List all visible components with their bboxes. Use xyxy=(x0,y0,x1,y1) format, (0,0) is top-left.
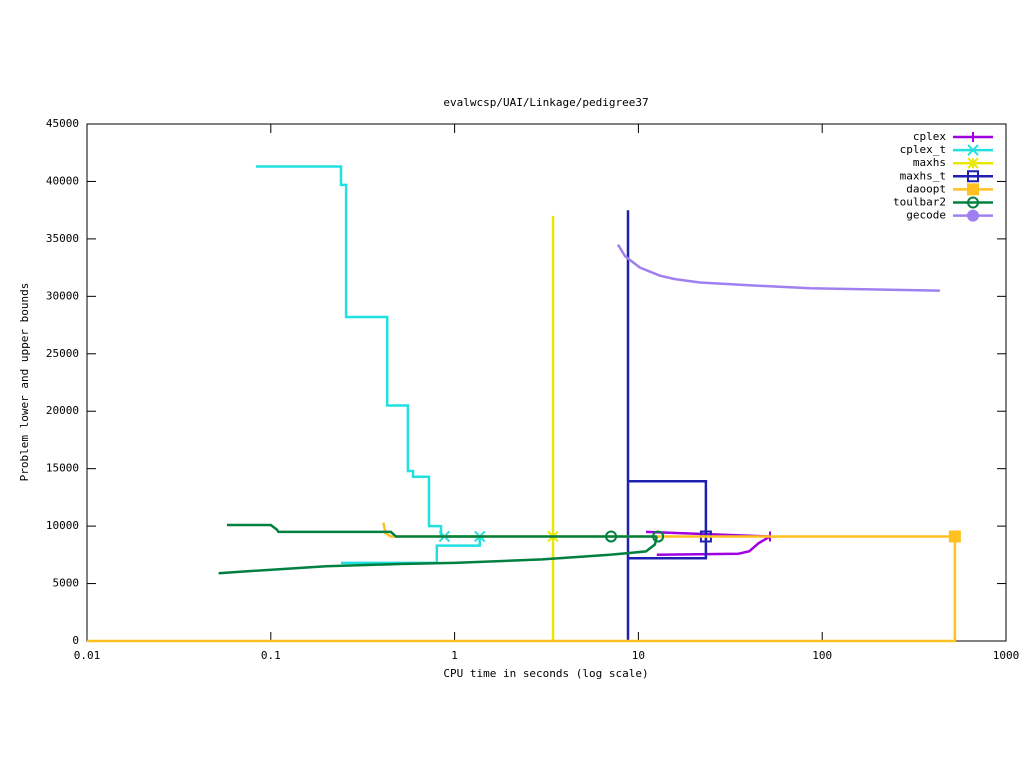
legend-label: daoopt xyxy=(906,182,946,195)
y-tick-label: 45000 xyxy=(46,117,79,130)
y-tick-label: 30000 xyxy=(46,289,79,302)
y-tick-label: 0 xyxy=(72,634,79,647)
y-tick-label: 35000 xyxy=(46,232,79,245)
legend-label: cplex_t xyxy=(900,143,946,156)
legend-marker xyxy=(967,170,979,183)
x-axis-label: CPU time in seconds (log scale) xyxy=(443,667,648,680)
legend-label: toulbar2 xyxy=(893,196,946,209)
legend-marker xyxy=(966,209,980,222)
marker xyxy=(699,530,712,543)
y-axis-label: Problem lower and upper bounds xyxy=(18,283,31,482)
y-tick-label: 5000 xyxy=(53,577,80,590)
legend-label: cplex xyxy=(913,130,946,143)
marker xyxy=(948,530,961,543)
series-line xyxy=(616,243,940,292)
chart-title: evalwcsp/UAI/Linkage/pedigree37 xyxy=(443,96,648,109)
legend-label: maxhs xyxy=(913,156,946,169)
x-tick-label: 0.1 xyxy=(261,649,281,662)
legend-marker xyxy=(968,132,978,142)
y-tick-label: 10000 xyxy=(46,519,79,532)
x-tick-label: 1 xyxy=(451,649,458,662)
y-tick-label: 25000 xyxy=(46,347,79,360)
y-tick-label: 40000 xyxy=(46,174,79,187)
marker xyxy=(652,530,665,543)
y-tick-label: 20000 xyxy=(46,404,79,417)
x-tick-label: 1000 xyxy=(993,649,1020,662)
legend-marker xyxy=(967,183,979,196)
series-line xyxy=(218,523,659,575)
marker xyxy=(605,530,618,543)
legend-marker xyxy=(966,196,980,209)
legend-marker xyxy=(967,157,979,169)
series-line xyxy=(87,522,957,643)
legend-label: maxhs_t xyxy=(900,169,946,182)
legend-marker xyxy=(967,144,979,156)
legend-label: gecode xyxy=(906,209,946,222)
x-tick-label: 0.01 xyxy=(74,649,101,662)
y-tick-label: 15000 xyxy=(46,462,79,475)
x-tick-label: 10 xyxy=(632,649,645,662)
series-line xyxy=(626,210,708,641)
x-tick-label: 100 xyxy=(812,649,832,662)
